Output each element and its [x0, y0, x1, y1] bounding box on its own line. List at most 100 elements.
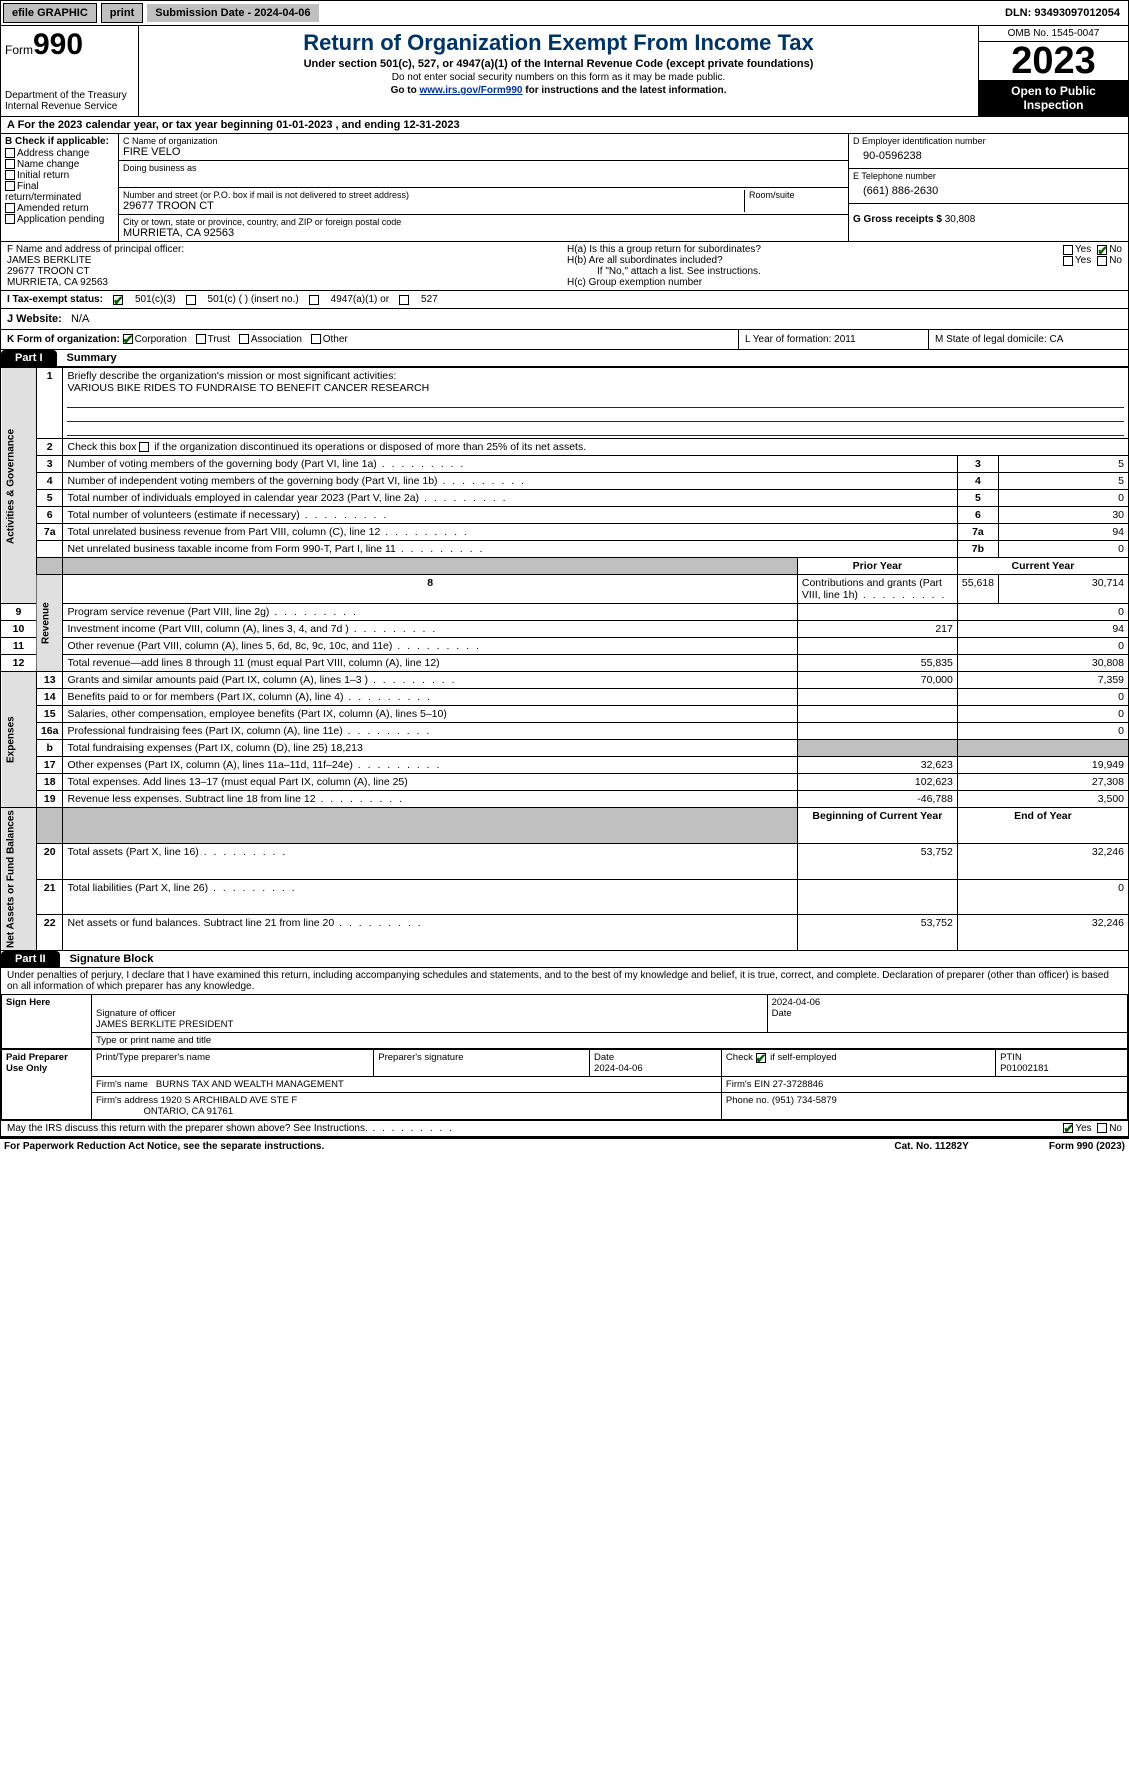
cbx-assoc[interactable]: [239, 334, 249, 344]
self-emp-label: Check if self-employed: [726, 1052, 837, 1063]
cbx-trust[interactable]: [196, 334, 206, 344]
checkbox-app-pending[interactable]: [5, 214, 15, 224]
paid-preparer-table: Paid Preparer Use Only Print/Type prepar…: [1, 1049, 1128, 1120]
form-title: Return of Organization Exempt From Incom…: [145, 30, 972, 56]
side-governance: Activities & Governance: [1, 368, 37, 604]
ptin-hint: PTIN: [1000, 1052, 1022, 1063]
signature-block: Under penalties of perjury, I declare th…: [0, 968, 1129, 1137]
prep-name-hint: Print/Type preparer's name: [92, 1050, 374, 1077]
box-m: M State of legal domicile: CA: [928, 330, 1128, 349]
efile-label: efile GRAPHIC: [3, 3, 97, 23]
department-label: Department of the Treasury Internal Reve…: [5, 90, 132, 112]
form-subtitle: Under section 501(c), 527, or 4947(a)(1)…: [145, 58, 972, 70]
lbl-assoc: Association: [251, 334, 302, 345]
part1-badge: Part I: [1, 350, 57, 366]
street-hint: Number and street (or P.O. box if mail i…: [123, 190, 744, 200]
org-name-hint: C Name of organization: [123, 136, 844, 146]
officer-city: MURRIETA, CA 92563: [7, 277, 555, 288]
ptin-val: P01002181: [1000, 1063, 1049, 1074]
lbl-527: 527: [421, 294, 438, 305]
checkbox-name-change[interactable]: [5, 159, 15, 169]
checkbox-final-return[interactable]: [5, 181, 15, 191]
hb-yes[interactable]: [1063, 256, 1073, 266]
discuss-yes[interactable]: [1063, 1123, 1073, 1133]
street-val: 29677 TROON CT: [123, 200, 744, 212]
public-inspection: Open to Public Inspection: [979, 80, 1128, 116]
tax-status-row: I Tax-exempt status: 501(c)(3) 501(c) ( …: [0, 291, 1129, 309]
officer-hint: F Name and address of principal officer:: [7, 244, 555, 255]
gov-row-6: 6Total number of volunteers (estimate if…: [1, 507, 1129, 524]
q1-label: Briefly describe the organization's miss…: [67, 370, 396, 382]
instructions-link[interactable]: www.irs.gov/Form990: [419, 85, 522, 96]
k-label: K Form of organization:: [7, 334, 120, 345]
city-val: MURRIETA, CA 92563: [123, 227, 844, 239]
date-hint: Date: [772, 1008, 1123, 1019]
cbx-501c3[interactable]: [113, 295, 123, 305]
officer-street: 29677 TROON CT: [7, 266, 555, 277]
paid-prep-label: Paid Preparer Use Only: [2, 1050, 92, 1120]
goto-prefix: Go to: [391, 85, 420, 96]
cbx-self-employed[interactable]: [756, 1053, 766, 1063]
lbl-501c: 501(c) ( ) (insert no.): [208, 294, 299, 305]
submission-date: Submission Date - 2024-04-06: [147, 4, 318, 22]
goto-suffix: for instructions and the latest informat…: [522, 85, 726, 96]
checkbox-amended[interactable]: [5, 203, 15, 213]
header-left: Form990 Department of the Treasury Inter…: [1, 26, 139, 116]
lbl-501c3: 501(c)(3): [135, 294, 176, 305]
box-h: H(a) Is this a group return for subordin…: [561, 242, 1128, 290]
prep-date-hint: Date: [594, 1052, 614, 1063]
col-curr: Current Year: [1012, 560, 1075, 572]
box-l: L Year of formation: 2011: [738, 330, 928, 349]
gov-row-7b: Net unrelated business taxable income fr…: [1, 541, 1129, 558]
q1-val: VARIOUS BIKE RIDES TO FUNDRAISE TO BENEF…: [67, 382, 429, 394]
website-val: N/A: [71, 313, 89, 325]
box-b-label: B Check if applicable:: [5, 136, 114, 147]
part2-title: Signature Block: [60, 951, 164, 967]
cbx-501c[interactable]: [186, 295, 196, 305]
firm-name-hint: Firm's name: [96, 1079, 148, 1090]
opt-app-pending: Application pending: [17, 214, 104, 225]
cbx-corp[interactable]: [123, 334, 133, 344]
tax-year-line: A For the 2023 calendar year, or tax yea…: [0, 117, 1129, 134]
org-name: FIRE VELO: [123, 146, 844, 158]
discuss-no[interactable]: [1097, 1123, 1107, 1133]
ein-val: 90-0596238: [853, 146, 1124, 166]
discuss-row: May the IRS discuss this return with the…: [1, 1120, 1128, 1136]
officer-name: JAMES BERKLITE: [7, 255, 555, 266]
klm-row: K Form of organization: Corporation Trus…: [0, 330, 1129, 350]
info-block: B Check if applicable: Address change Na…: [0, 134, 1129, 242]
part2-bar: Part II Signature Block: [0, 951, 1129, 968]
lbl-trust: Trust: [208, 334, 230, 345]
form-number: 990: [33, 28, 83, 61]
firm-addr2: ONTARIO, CA 91761: [144, 1106, 234, 1117]
hb-no[interactable]: [1097, 256, 1107, 266]
top-bar: efile GRAPHIC print Submission Date - 20…: [0, 0, 1129, 26]
ha-no[interactable]: [1097, 245, 1107, 255]
dln-label: DLN: 93493097012054: [997, 3, 1128, 23]
city-hint: City or town, state or province, country…: [123, 217, 844, 227]
checkbox-address-change[interactable]: [5, 148, 15, 158]
cbx-4947[interactable]: [309, 295, 319, 305]
gross-receipts-val: 30,808: [945, 214, 976, 225]
website-label: J Website:: [7, 313, 62, 325]
cbx-discontinued[interactable]: [139, 442, 149, 452]
ha-yes[interactable]: [1063, 245, 1073, 255]
gross-receipts-label: G Gross receipts $: [853, 214, 942, 225]
header-middle: Return of Organization Exempt From Incom…: [139, 26, 978, 116]
prep-date: 2024-04-06: [594, 1063, 643, 1074]
sign-here-table: Sign Here Signature of officerJAMES BERK…: [1, 994, 1128, 1049]
print-button[interactable]: print: [101, 3, 143, 23]
firm-addr-hint: Firm's address: [96, 1095, 158, 1106]
cbx-527[interactable]: [399, 295, 409, 305]
box-f: F Name and address of principal officer:…: [1, 242, 561, 290]
part1-bar: Part I Summary: [0, 350, 1129, 367]
box-de: D Employer identification number90-05962…: [848, 134, 1128, 241]
checkbox-initial-return[interactable]: [5, 170, 15, 180]
side-revenue: Revenue: [36, 575, 63, 672]
footer-left: For Paperwork Reduction Act Notice, see …: [4, 1141, 894, 1152]
cbx-other[interactable]: [311, 334, 321, 344]
header-right: OMB No. 1545-0047 2023 Open to Public In…: [978, 26, 1128, 116]
type-hint: Type or print name and title: [92, 1033, 1128, 1049]
fh-row: F Name and address of principal officer:…: [0, 242, 1129, 291]
side-expenses: Expenses: [1, 672, 37, 808]
